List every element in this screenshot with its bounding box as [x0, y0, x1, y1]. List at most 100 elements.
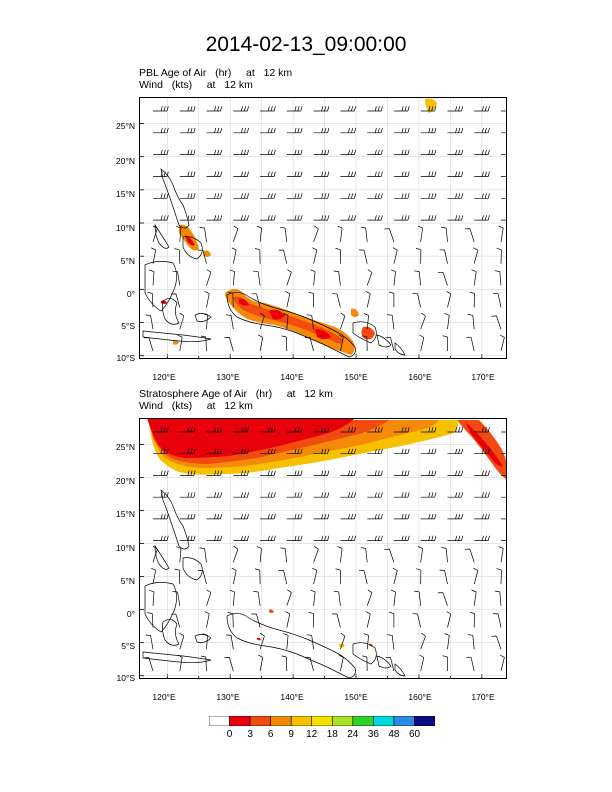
wind-barb	[285, 611, 291, 628]
wind-barb	[447, 127, 464, 134]
wind-barb	[358, 569, 368, 585]
wind-barb	[393, 427, 410, 433]
wind-barb	[447, 470, 464, 476]
wind-barb	[474, 470, 490, 476]
wind-barb	[367, 149, 383, 155]
wind-barb	[360, 226, 368, 242]
wind-barb	[206, 171, 223, 177]
wind-barb	[439, 569, 448, 585]
p1-lon-160e: 160°E	[408, 372, 432, 382]
wind-barb	[362, 335, 368, 352]
wind-barb	[340, 514, 357, 520]
wind-barb	[153, 448, 169, 455]
wind-barb	[153, 514, 169, 520]
wind-barb	[365, 291, 371, 308]
wind-barb	[280, 547, 288, 563]
strat-streamer-ne	[457, 420, 507, 480]
wind-barb	[420, 312, 426, 330]
wind-barb	[153, 492, 169, 498]
wind-barb	[474, 127, 490, 134]
wind-barb	[414, 590, 422, 606]
wind-barb	[206, 149, 223, 155]
panel1-wind-level: 12 km	[224, 79, 253, 91]
wind-barb	[496, 247, 502, 264]
wind-barb	[206, 470, 223, 476]
pbl-blob-timor	[173, 340, 179, 345]
wind-barb	[199, 227, 207, 242]
p1-lat-20n: 20°N	[116, 156, 135, 166]
wind-barb	[367, 470, 383, 476]
panel2-wind-level: 12 km	[224, 400, 253, 412]
wind-barb	[206, 193, 223, 199]
colorbar-swatch	[270, 716, 292, 726]
wind-barb	[340, 470, 357, 476]
wind-barb	[464, 548, 475, 563]
wind-barb	[464, 228, 475, 243]
panel1-wind: Wind	[139, 79, 163, 91]
wind-barb	[393, 215, 410, 221]
wind-barb	[420, 632, 426, 650]
colorbar-swatch	[311, 716, 333, 726]
wind-barb	[437, 592, 448, 606]
wind-barb	[305, 657, 314, 672]
wind-barb	[499, 654, 505, 672]
strat-band-red	[147, 418, 355, 458]
wind-barb	[384, 548, 395, 563]
wind-barb	[253, 590, 261, 606]
wind-barb	[260, 171, 276, 177]
p2-lon-160e: 160°E	[408, 692, 432, 702]
wind-barb	[358, 249, 368, 264]
wind-barb	[367, 427, 383, 433]
wind-barb	[224, 337, 234, 352]
p2-lat-10s: 10°S	[116, 673, 135, 683]
wind-barb	[251, 293, 261, 308]
wind-barb	[206, 106, 223, 112]
wind-barb	[367, 215, 383, 221]
wind-barb	[467, 634, 475, 650]
wind-barb	[204, 611, 210, 628]
wind-barb	[365, 611, 371, 628]
wind-barb	[340, 215, 357, 221]
wind-barb	[260, 427, 276, 433]
wind-barb	[446, 291, 452, 308]
wind-barb	[179, 171, 196, 177]
wind-barb	[206, 127, 223, 134]
p1-lat-10s: 10°S	[116, 353, 135, 363]
wind-barb	[278, 249, 288, 264]
wind-barb	[224, 657, 234, 672]
wind-barb	[474, 535, 490, 541]
wind-barb	[393, 535, 410, 541]
wind-barb	[145, 314, 154, 330]
p2-lat-25n: 25°N	[116, 442, 135, 452]
wind-barb	[313, 470, 330, 476]
wind-barb	[442, 335, 448, 351]
wind-barb	[392, 247, 398, 264]
pbl-blob-mindanao	[203, 250, 211, 257]
wind-barb	[177, 334, 183, 352]
wind-barb	[233, 427, 249, 433]
pbl-map	[139, 97, 507, 359]
wind-barb	[226, 634, 234, 650]
wind-barb	[335, 248, 341, 264]
wind-barb	[447, 171, 464, 177]
wind-barb	[420, 171, 437, 177]
wind-barb	[253, 270, 261, 286]
wind-barb	[469, 291, 475, 308]
wind-barb	[179, 193, 196, 199]
wind-barb	[260, 127, 276, 134]
p2-lon-130e: 130°E	[216, 692, 240, 702]
wind-barb	[258, 334, 264, 352]
wind-barb	[204, 291, 210, 308]
wind-barb	[390, 269, 396, 286]
wind-barb	[233, 492, 249, 498]
wind-barb	[233, 193, 249, 199]
p1-lon-170e: 170°E	[471, 372, 495, 382]
wind-barb	[197, 570, 207, 585]
p1-lat-25n: 25°N	[116, 121, 135, 131]
wind-barb	[306, 634, 314, 650]
strat-speck-3	[257, 637, 261, 641]
panel1-unit: (hr)	[215, 67, 232, 79]
wind-barb	[473, 247, 479, 264]
p2-lat-15n: 15°N	[116, 509, 135, 519]
p1-lat-10n: 10°N	[116, 223, 135, 233]
